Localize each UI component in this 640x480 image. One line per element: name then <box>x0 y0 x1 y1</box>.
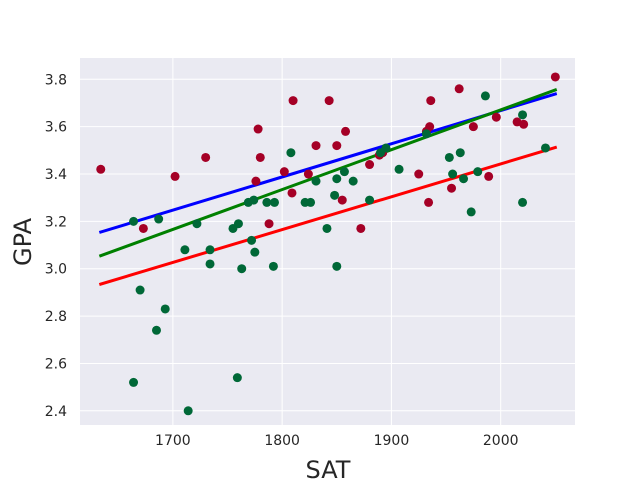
x-tick-labels: 1700 1800 1900 2000 <box>155 433 518 449</box>
data-point-red <box>201 152 211 162</box>
data-point-green <box>473 167 483 177</box>
data-point-green <box>518 197 528 207</box>
data-point-red <box>550 72 560 82</box>
data-point-red <box>303 169 313 179</box>
data-point-green <box>330 190 340 200</box>
data-point-red <box>484 171 494 181</box>
data-point-red <box>425 122 435 132</box>
y-tick-label: 2.6 <box>45 356 67 372</box>
data-point-red <box>468 122 478 132</box>
y-tick-label: 3.4 <box>45 167 67 183</box>
data-point-green <box>381 143 391 153</box>
data-point-green <box>339 167 349 177</box>
data-point-green <box>192 219 202 229</box>
data-point-green <box>459 174 469 184</box>
data-point-green <box>466 207 476 217</box>
data-point-red <box>96 164 106 174</box>
y-tick-label: 3.8 <box>45 72 67 88</box>
data-point-green <box>249 195 259 205</box>
data-point-green <box>518 110 528 120</box>
data-point-red <box>414 169 424 179</box>
data-point-red <box>170 171 180 181</box>
data-point-red <box>251 176 261 186</box>
y-tick-label: 3.6 <box>45 120 67 136</box>
data-point-green <box>311 176 321 186</box>
data-points <box>96 72 560 416</box>
data-point-green <box>183 406 193 416</box>
data-point-red <box>356 223 366 233</box>
data-point-red <box>255 152 265 162</box>
data-point-green <box>322 223 332 233</box>
data-point-green <box>540 143 550 153</box>
data-point-red <box>426 96 436 106</box>
x-tick-label: 1900 <box>374 433 410 449</box>
x-axis-label: SAT <box>306 456 351 480</box>
y-tick-label: 3.0 <box>45 262 67 278</box>
data-point-green <box>205 259 215 269</box>
data-point-red <box>311 141 321 151</box>
data-point-green <box>348 176 358 186</box>
data-point-green <box>232 373 242 383</box>
data-point-red <box>324 96 334 106</box>
data-point-green <box>365 195 375 205</box>
data-point-green <box>247 235 257 245</box>
data-point-green <box>154 214 164 224</box>
data-point-green <box>270 197 280 207</box>
data-point-green <box>250 247 260 257</box>
data-point-green <box>135 285 145 295</box>
data-point-red <box>365 160 375 170</box>
data-point-green <box>332 261 342 271</box>
y-tick-labels: 2.4 2.6 2.8 3.0 3.2 3.4 3.6 3.8 <box>45 72 67 419</box>
data-point-red <box>341 126 351 136</box>
data-point-red <box>288 96 298 106</box>
data-point-green <box>286 148 296 158</box>
data-point-green <box>205 245 215 255</box>
data-point-green <box>421 129 431 139</box>
data-point-green <box>268 261 278 271</box>
x-tick-label: 2000 <box>483 433 519 449</box>
y-axis-label: GPA <box>9 217 37 266</box>
data-point-red <box>447 183 457 193</box>
fit-line <box>98 88 558 258</box>
y-tick-label: 2.8 <box>45 309 67 325</box>
data-point-red <box>519 119 529 129</box>
data-point-green <box>129 216 139 226</box>
data-point-green <box>444 152 454 162</box>
data-point-green <box>306 197 316 207</box>
data-point-green <box>394 164 404 174</box>
data-point-red <box>332 141 342 151</box>
y-tick-label: 3.2 <box>45 214 67 230</box>
data-point-red <box>279 167 289 177</box>
data-point-green <box>160 304 170 314</box>
data-point-green <box>455 148 465 158</box>
data-point-green <box>480 91 490 101</box>
data-point-green <box>332 174 342 184</box>
data-point-green <box>448 169 458 179</box>
x-tick-label: 1700 <box>155 433 191 449</box>
data-point-green <box>151 325 161 335</box>
data-point-red <box>491 112 501 122</box>
x-tick-label: 1800 <box>264 433 300 449</box>
data-point-red <box>424 197 434 207</box>
data-point-red <box>253 124 263 134</box>
data-point-red <box>138 223 148 233</box>
data-point-green <box>262 197 272 207</box>
data-point-red <box>264 219 274 229</box>
data-point-green <box>233 219 243 229</box>
data-point-green <box>129 377 139 387</box>
data-point-red <box>337 195 347 205</box>
y-tick-label: 2.4 <box>45 404 67 420</box>
data-point-green <box>237 264 247 274</box>
data-point-red <box>287 188 297 198</box>
data-point-green <box>180 245 190 255</box>
data-point-red <box>454 84 464 94</box>
